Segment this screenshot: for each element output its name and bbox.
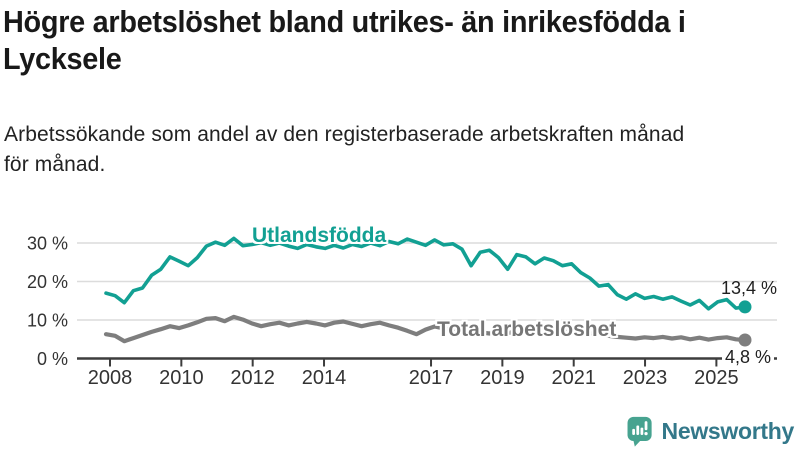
end-value-label-utlandsfodda: 13,4 % (721, 278, 778, 298)
title-line-1: Högre arbetslöshet bland utrikes- än inr… (3, 4, 686, 39)
line-total-arbetsloshet (103, 314, 748, 344)
end-dot-total-arbetsloshet (738, 333, 752, 347)
subtitle-line-2: för månad. (4, 153, 106, 176)
x-tick-label-2014: 2014 (302, 367, 347, 389)
newsworthy-bubble-icon (627, 416, 652, 447)
page-title: Högre arbetslöshet bland utrikes- än inr… (3, 3, 737, 77)
x-tick-label-2019: 2019 (480, 367, 525, 389)
title-line-2: Lycksele (3, 41, 122, 76)
line-utlandsfodda (104, 236, 747, 311)
x-tick-label-2008: 2008 (88, 367, 133, 389)
y-tick-label-20: 20 % (27, 272, 68, 292)
series-label-total-arbetsloshet: Total arbetslöshet (437, 318, 617, 341)
x-tick-label-2021: 2021 (551, 367, 596, 389)
x-tick-label-2017: 2017 (409, 367, 454, 389)
x-tick-label-2025: 2025 (694, 367, 739, 389)
end-dot-utlandsfodda (738, 300, 752, 314)
y-tick-label-30: 30 % (27, 234, 68, 254)
series-label-utlandsfodda: Utlandsfödda (252, 224, 387, 247)
x-tick-label-2023: 2023 (623, 367, 668, 389)
newsworthy-logo[interactable]: Newsworthy (626, 416, 794, 447)
y-tick-label-0: 0 % (37, 349, 68, 369)
x-tick-label-2012: 2012 (230, 367, 275, 389)
chart-subtitle: Arbetssökande som andel av den registerb… (4, 120, 684, 180)
end-value-label-total: 4,8 % (722, 347, 775, 368)
subtitle-line-1: Arbetssökande som andel av den registerb… (4, 123, 685, 146)
newsworthy-wordmark: Newsworthy (661, 418, 795, 444)
y-tick-label-10: 10 % (27, 311, 68, 331)
x-tick-label-2010: 2010 (159, 367, 204, 389)
